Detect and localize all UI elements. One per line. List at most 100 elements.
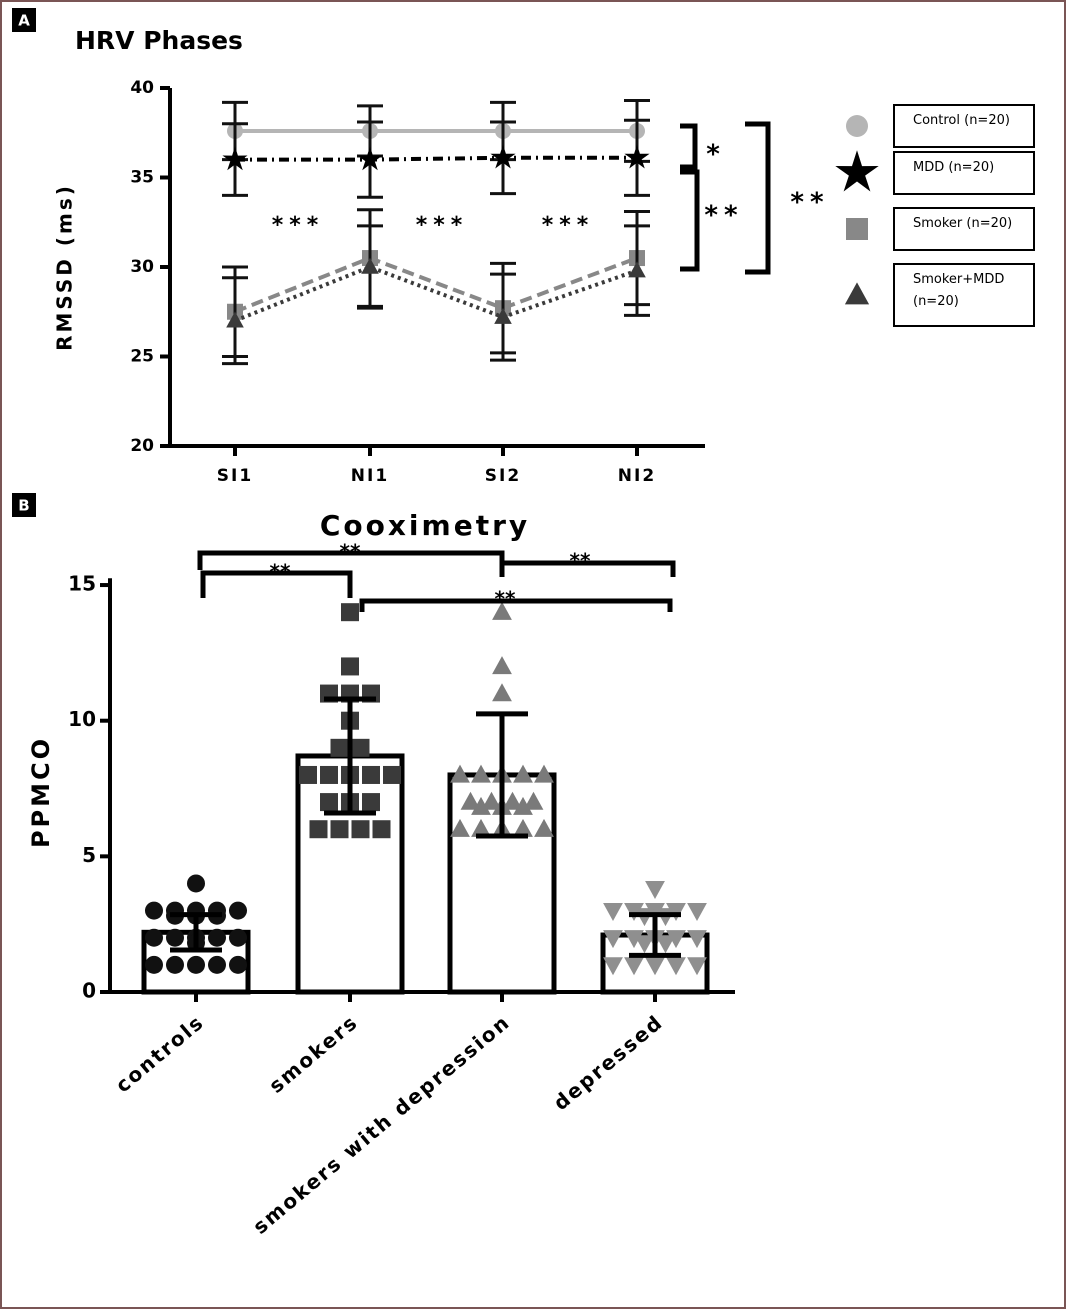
annotation: *** [542,213,595,238]
annotation: * [706,140,726,170]
data-point [492,601,512,620]
y-axis-label: RMSSD (ms) [53,183,77,351]
data-point [229,955,247,974]
data-point [208,955,226,974]
y-tick-label: 5 [82,843,96,867]
data-point [357,146,383,171]
data-point [634,935,655,954]
significance-bracket [359,598,673,612]
y-tick-label: 35 [130,168,154,188]
annotation: ** [270,560,291,584]
data-point [624,902,644,921]
data-point [320,765,338,784]
data-point [513,764,533,783]
x-tick-label: SI2 [485,466,521,486]
panel-badge [12,8,36,32]
data-point [655,935,676,954]
chart-title: HRV Phases [75,26,243,55]
annotation: ** [570,549,591,573]
x-tick-label: SI1 [217,466,253,486]
data-point [471,764,491,783]
data-point [490,144,516,169]
significance-bracket [680,169,700,272]
data-point [361,257,379,274]
data-point [687,957,707,976]
data-point [450,818,470,837]
data-point [534,764,554,783]
data-point [494,307,512,324]
panel-badge [12,493,36,517]
data-point [513,818,533,837]
data-point [645,880,665,899]
data-point [145,928,163,947]
y-tick-label: 20 [130,436,154,456]
y-tick-label: 25 [130,347,154,367]
significance-bracket [499,560,676,577]
data-point [666,957,686,976]
legend-label: Control (n=20) [893,104,1035,148]
data-point [351,820,370,839]
annotation: ** [790,188,829,218]
data-point [471,796,491,815]
x-tick-label: controls [111,1010,209,1098]
data-point [229,901,247,920]
annotation: *** [272,213,325,238]
data-point [383,765,401,784]
x-tick-label: NI2 [618,466,656,486]
annotation: *** [416,213,469,238]
data-point [534,818,554,837]
y-tick-label: 10 [68,707,96,731]
legend-entry: MDD (n=20) [893,151,1035,195]
data-point [222,146,248,171]
y-tick-label: 0 [82,979,96,1003]
legend-marker [846,218,868,240]
x-tick-label: smokers [264,1010,363,1098]
data-point [187,874,205,893]
data-point [523,791,544,810]
data-point [226,311,244,328]
data-point [187,955,205,974]
data-point [145,955,163,974]
data-point [320,793,338,812]
legend-entry: Smoker (n=20) [893,207,1035,251]
data-point [513,796,533,815]
legend-marker [846,115,868,137]
series-line [234,255,638,314]
data-point [372,820,391,839]
data-point [628,261,646,278]
data-point [471,818,491,837]
x-tick-label: smokers with depression [248,1010,515,1239]
data-point [166,955,184,974]
data-point [460,791,481,810]
data-point [624,957,644,976]
data-point [492,656,512,675]
data-point [687,930,707,949]
legend-label: MDD (n=20) [893,151,1035,195]
significance-bracket [745,121,771,275]
data-point [229,928,247,947]
legend-marker [835,150,879,192]
annotation: ** [340,540,361,564]
data-point [341,657,359,676]
data-point [603,957,623,976]
panel-label: B [18,497,29,515]
data-point [603,930,623,949]
data-point [666,930,686,949]
significance-bracket [680,123,698,170]
y-tick-label: 40 [130,78,154,98]
series-line [234,264,638,323]
panel-label: A [18,12,30,30]
data-point [166,928,184,947]
data-point [603,902,623,921]
data-point [481,791,502,810]
annotation: ** [495,587,516,611]
data-point [450,764,470,783]
data-point [502,791,523,810]
data-point [645,957,665,976]
data-point [624,930,644,949]
data-point [351,738,370,757]
data-point [666,902,686,921]
data-point [492,683,512,702]
